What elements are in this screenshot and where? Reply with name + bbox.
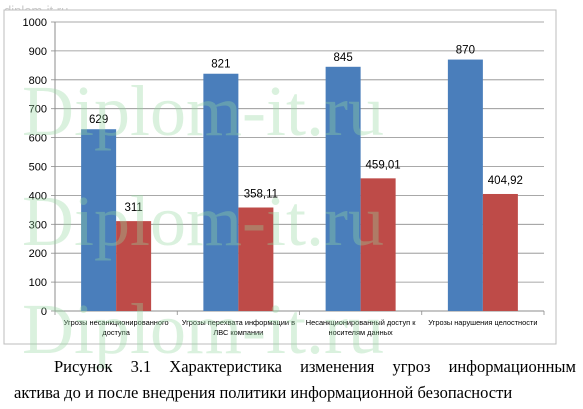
caption-word: Рисунок (54, 357, 113, 376)
caption-word: Характеристика (169, 357, 282, 376)
caption-word: информационным (448, 357, 576, 376)
category-label: Угрозы несанкционированного (64, 318, 169, 327)
caption-word: угроз (392, 357, 431, 376)
category-label: Несанкционированный доступ к (306, 318, 416, 327)
y-tick-label: 400 (29, 190, 47, 202)
bars (81, 59, 518, 311)
bar (238, 207, 274, 311)
data-labels: 629 311 821 358,11 845 459,01 870 404,92 (89, 45, 523, 215)
y-tick-label: 100 (29, 277, 47, 289)
y-tick-label: 700 (29, 104, 47, 116)
y-tick-label: 0 (41, 306, 47, 318)
figure-caption: Рисунок 3.1 Характеристика изменения угр… (14, 354, 576, 406)
caption-line-2: актива до и после внедрения политики инф… (14, 383, 513, 402)
bar (447, 59, 483, 311)
y-tick-label: 500 (29, 162, 47, 174)
category-label: Угрозы перехвата информации в (182, 318, 295, 327)
bar (482, 193, 518, 311)
data-label: 870 (456, 45, 475, 57)
data-label: 459,01 (366, 159, 401, 171)
bar (81, 129, 117, 311)
bar (203, 73, 239, 311)
data-label: 821 (211, 59, 230, 71)
category-label: доступа (102, 328, 130, 337)
y-tick-label: 200 (29, 248, 47, 260)
caption-word: 3.1 (130, 357, 152, 376)
data-label: 629 (89, 114, 108, 126)
caption-line-1: Рисунок 3.1 Характеристика изменения угр… (14, 354, 576, 380)
data-label: 311 (124, 202, 142, 214)
data-label: 404,92 (488, 175, 523, 187)
caption-word: изменения (300, 357, 375, 376)
category-label: ЛВС компании (213, 328, 263, 337)
bar (360, 178, 396, 311)
y-tick-label: 300 (29, 219, 47, 231)
y-tick-label: 900 (29, 46, 47, 58)
y-tick-label: 800 (29, 75, 47, 87)
y-tick-label: 600 (29, 133, 47, 145)
bar (116, 221, 152, 311)
bar (325, 66, 361, 311)
data-label: 845 (334, 52, 353, 64)
data-label: 358,11 (244, 189, 278, 201)
category-label: Угрозы нарушения целостности (428, 318, 537, 327)
y-tick-label: 1000 (23, 17, 47, 29)
category-label: носителям данных (329, 328, 394, 337)
